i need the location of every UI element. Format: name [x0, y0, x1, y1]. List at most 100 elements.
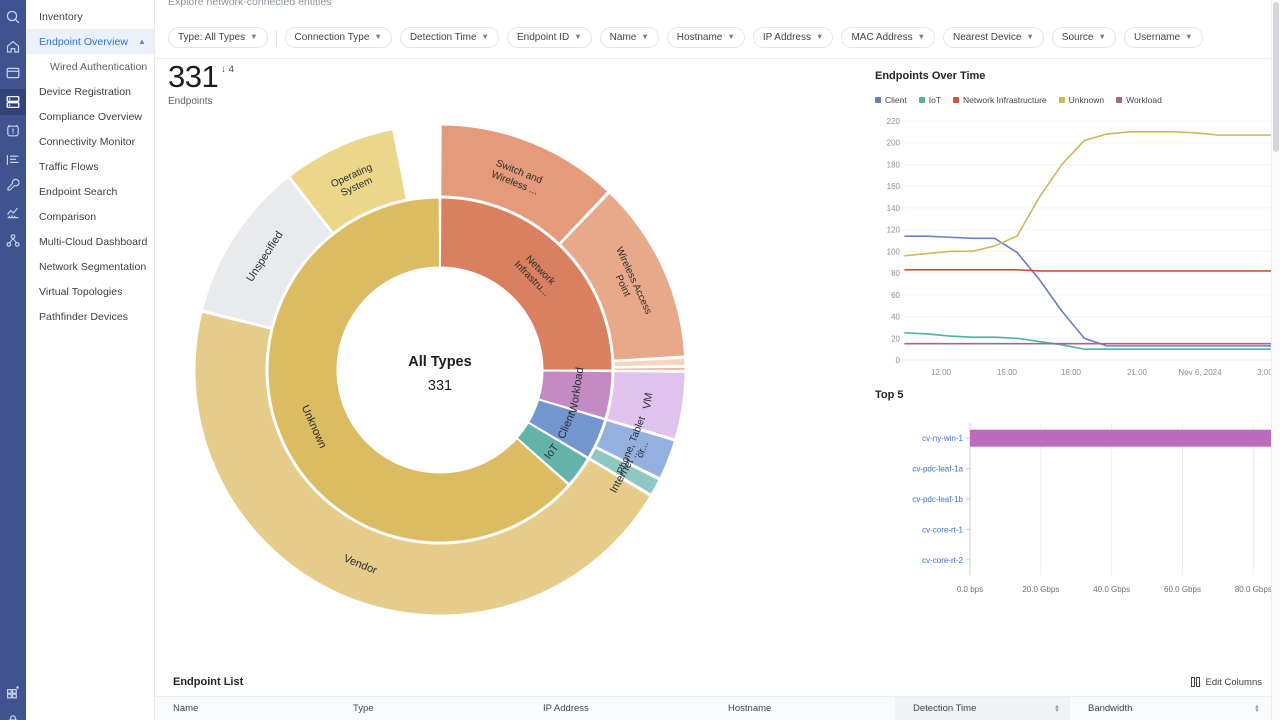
- table-column-header-hostname[interactable]: Hostname: [710, 697, 895, 720]
- filter-chip-mac-address[interactable]: MAC Address ▼: [841, 27, 936, 48]
- devices-icon[interactable]: [0, 89, 26, 115]
- bar-segment[interactable]: [970, 429, 1280, 447]
- sidebar-item-connectivity-monitor[interactable]: Connectivity Monitor: [26, 129, 154, 154]
- table-column-header-bandwidth[interactable]: Bandwidth ▲ ▼: [1070, 697, 1270, 720]
- filter-chip-connection-type[interactable]: Connection Type ▼: [284, 27, 392, 48]
- kpi-endpoints: 331 ↓ 4 Endpoints: [168, 60, 234, 108]
- bar-category-label[interactable]: cv-core-rt-2: [922, 556, 963, 565]
- filter-chip-detection-time[interactable]: Detection Time ▼: [399, 27, 499, 48]
- table-column-header-type[interactable]: Type: [335, 697, 525, 720]
- sidebar-item-label: Wired Authentication: [50, 60, 148, 73]
- chevron-down-icon: ▼: [1098, 32, 1106, 41]
- chevron-down-icon: ▼: [1026, 32, 1034, 41]
- sunburst-outer-segment[interactable]: [613, 357, 686, 368]
- filter-chip-username[interactable]: Username ▼: [1123, 27, 1203, 48]
- list-icon[interactable]: [0, 147, 26, 173]
- sidebar-item-network-segmentation[interactable]: Network Segmentation: [26, 254, 154, 279]
- legend-item-client[interactable]: Client: [875, 95, 907, 105]
- sidebar-item-label: Pathfinder Devices: [39, 310, 129, 323]
- bar-category-label[interactable]: cv-pdc-leaf-1a: [912, 465, 963, 474]
- endpoints-over-time-title: Endpoints Over Time: [875, 70, 986, 82]
- sunburst-arcs[interactable]: [194, 124, 686, 616]
- topology-icon[interactable]: [0, 228, 26, 254]
- y-tick-label: 60: [891, 291, 900, 300]
- sunburst-inner-segment[interactable]: [267, 197, 569, 543]
- sunburst-outer-segment[interactable]: [589, 447, 660, 495]
- endpoint-list-section: Endpoint List Edit Columns Name Type IP Ad…: [155, 668, 1280, 720]
- page-scrollbar[interactable]: [1271, 0, 1280, 720]
- window-icon[interactable]: [0, 60, 26, 86]
- sunburst-inner-segment[interactable]: [516, 422, 589, 485]
- sidebar-item-inventory[interactable]: Inventory: [26, 4, 154, 29]
- analytics-icon[interactable]: [0, 200, 26, 226]
- sidebar-item-label: Connectivity Monitor: [39, 135, 136, 148]
- x-tick-label: 21:00: [1127, 368, 1148, 377]
- sidebar-item-device-registration[interactable]: Device Registration: [26, 79, 154, 104]
- sidebar-item-label: Network Segmentation: [39, 260, 147, 273]
- sidebar-item-compliance-overview[interactable]: Compliance Overview: [26, 104, 154, 129]
- filter-chip-source[interactable]: Source ▼: [1051, 27, 1116, 48]
- wrench-icon[interactable]: [0, 172, 26, 198]
- sidebar-item-comparison[interactable]: Comparison: [26, 204, 154, 229]
- bar-chart-bars[interactable]: [970, 429, 1280, 447]
- sunburst-outer-segment[interactable]: [559, 192, 686, 361]
- table-column-header-ip-address[interactable]: IP Address: [525, 697, 710, 720]
- endpoint-list-table-header: Name Type IP Address Hostname Detection Time…: [155, 696, 1280, 720]
- sunburst-outer-segment[interactable]: [613, 367, 686, 371]
- top5-bar-chart[interactable]: cv-ny-win-1 cv-pdc-leaf-1a cv-pdc-leaf-1b c…: [875, 415, 1280, 605]
- y-tick-label: 100: [887, 247, 901, 256]
- legend-item-network-infrastructure[interactable]: Network Infrastructure: [953, 95, 1047, 105]
- home-icon[interactable]: [0, 34, 26, 60]
- sunburst-outer-label: VM: [641, 392, 655, 410]
- sidebar-item-wired-authentication[interactable]: Wired Authentication: [26, 54, 154, 79]
- sort-toggle-icon[interactable]: ▲ ▼: [1054, 704, 1060, 714]
- filter-chip-label: Name: [609, 32, 637, 43]
- filter-chip-type-all-types[interactable]: Type: All Types ▼: [168, 27, 268, 48]
- sidebar-item-virtual-topologies[interactable]: Virtual Topologies: [26, 279, 154, 304]
- sunburst-inner-segment[interactable]: [538, 370, 613, 419]
- sunburst-outer-segment[interactable]: [201, 177, 333, 329]
- bar-category-label[interactable]: cv-pdc-leaf-1b: [912, 495, 963, 504]
- sunburst-inner-segment[interactable]: [528, 399, 606, 458]
- bar-x-tick-label: 80.0 Gbps: [1235, 585, 1272, 594]
- sunburst-outer-segment[interactable]: [595, 419, 676, 479]
- endpoints-over-time-chart[interactable]: 0 20 40 60 80 100 120 140 160 180 200 220 12:00 15:0…: [875, 113, 1280, 383]
- sunburst-outer-segment[interactable]: [194, 311, 651, 616]
- sort-toggle-icon[interactable]: ▲ ▼: [1254, 704, 1260, 714]
- sunburst-inner-segment[interactable]: [439, 197, 613, 371]
- chevron-down-icon: ▼: [250, 32, 258, 41]
- edit-columns-button[interactable]: Edit Columns: [1190, 677, 1262, 688]
- bar-category-label[interactable]: cv-ny-win-1: [922, 434, 963, 443]
- sidebar-item-pathfinder-devices[interactable]: Pathfinder Devices: [26, 304, 154, 329]
- filter-chip-name[interactable]: Name ▼: [599, 27, 659, 48]
- bar-chart-category-labels[interactable]: cv-ny-win-1 cv-pdc-leaf-1a cv-pdc-leaf-1b c…: [912, 434, 970, 565]
- sidebar-item-endpoint-search[interactable]: Endpoint Search: [26, 179, 154, 204]
- sidebar-item-endpoint-overview[interactable]: Endpoint Overview ▲: [26, 29, 154, 54]
- table-column-header-name[interactable]: Name: [155, 697, 335, 720]
- legend-item-unknown[interactable]: Unknown: [1058, 95, 1104, 105]
- filter-chip-ip-address[interactable]: IP Address ▼: [752, 27, 834, 48]
- kpi-caption: Endpoints: [168, 96, 213, 107]
- legend-item-workload[interactable]: Workload: [1116, 95, 1162, 105]
- legend-item-iot[interactable]: IoT: [918, 95, 941, 105]
- chevron-down-icon: ▼: [641, 32, 649, 41]
- filter-chip-nearest-device[interactable]: Nearest Device ▼: [943, 27, 1044, 48]
- sunburst-outer-segment[interactable]: [606, 371, 686, 440]
- bar-x-tick-label: 0.0 bps: [957, 585, 983, 594]
- lock-icon[interactable]: [0, 708, 26, 720]
- apps-icon[interactable]: [0, 679, 26, 705]
- page-scrollbar-thumb[interactable]: [1273, 2, 1279, 152]
- search-icon[interactable]: [0, 4, 26, 30]
- bar-category-label[interactable]: cv-core-rt-1: [922, 525, 963, 534]
- sidebar-item-multi-cloud-dashboard[interactable]: Multi-Cloud Dashboard: [26, 229, 154, 254]
- sunburst-outer-segment[interactable]: [440, 124, 609, 244]
- y-tick-label: 40: [891, 313, 900, 322]
- line-series-client: [904, 235, 1280, 347]
- filter-chip-hostname[interactable]: Hostname ▼: [666, 27, 745, 48]
- alarm-icon[interactable]: [0, 118, 26, 144]
- sunburst-outer-segment[interactable]: [289, 129, 407, 234]
- sidebar-item-traffic-flows[interactable]: Traffic Flows: [26, 154, 154, 179]
- table-column-header-detection-time[interactable]: Detection Time ▲ ▼: [895, 697, 1070, 720]
- endpoint-type-sunburst-chart[interactable]: NetworkInfrastru... Workload Client IoT Unkn…: [180, 110, 700, 630]
- filter-chip-endpoint-id[interactable]: Endpoint ID ▼: [506, 27, 592, 48]
